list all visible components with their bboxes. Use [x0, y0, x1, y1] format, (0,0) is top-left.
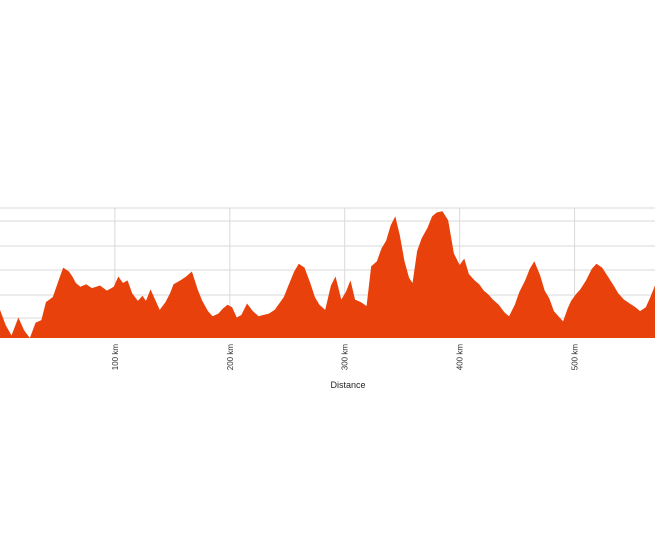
x-tick-label: 400 km	[456, 344, 465, 371]
elevation-area	[0, 211, 655, 338]
x-axis-title: Distance	[330, 380, 365, 390]
x-tick-label: 300 km	[341, 344, 350, 371]
x-tick-label: 500 km	[571, 344, 580, 371]
area-layer	[0, 211, 655, 338]
x-tick-layer: 100 km 200 km 300 km 400 km 500 km	[111, 344, 580, 371]
x-tick-label: 100 km	[111, 344, 120, 371]
x-tick-label: 200 km	[226, 344, 235, 371]
